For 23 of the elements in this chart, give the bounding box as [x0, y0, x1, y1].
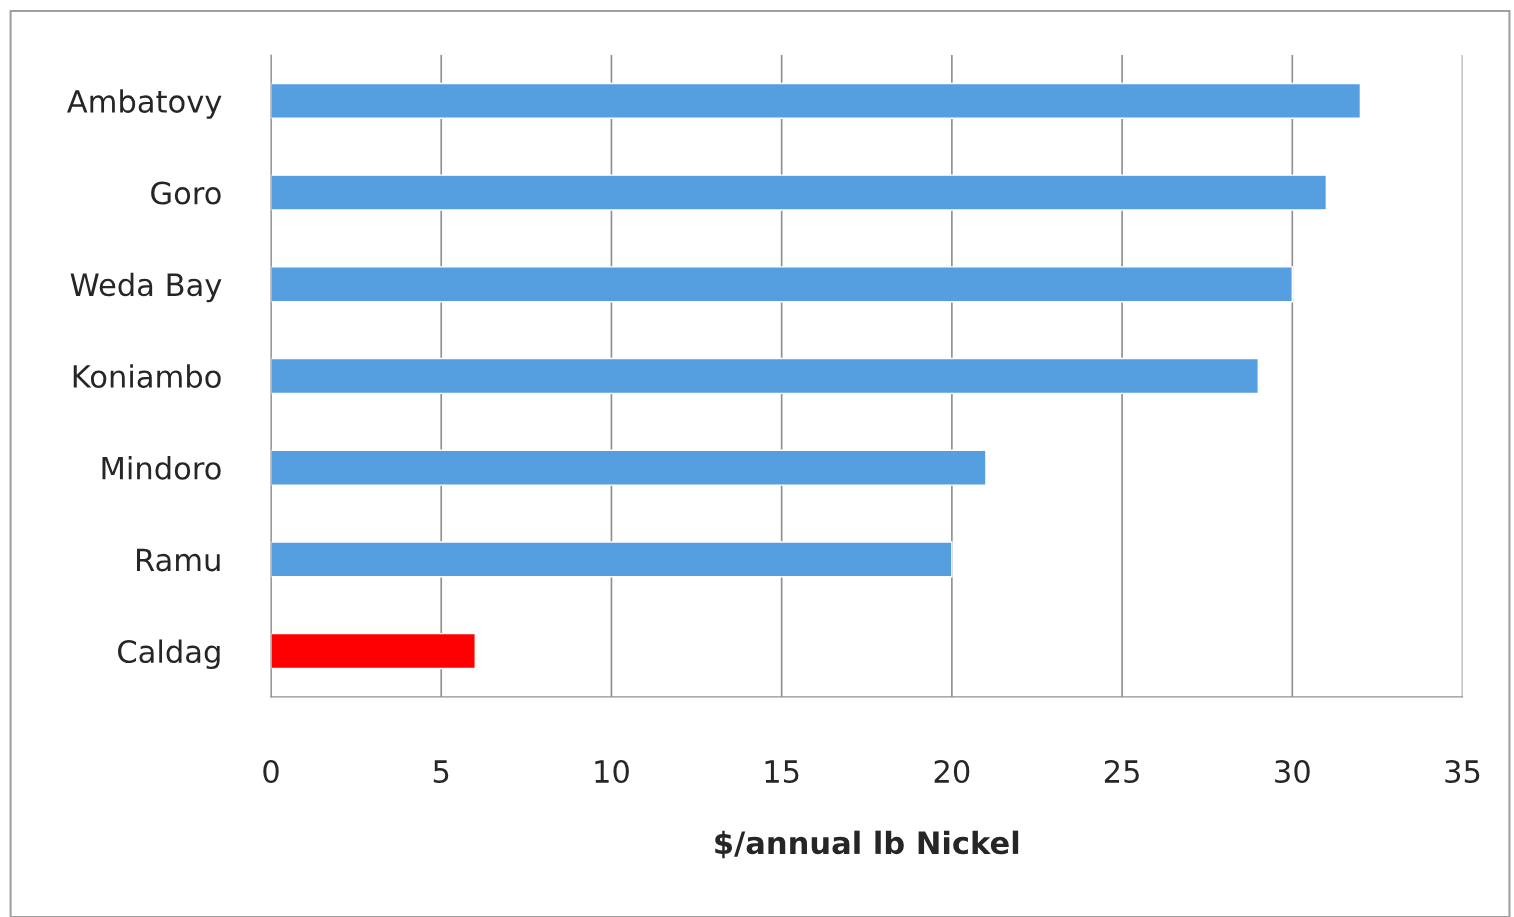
- x-tick-label: 15: [765, 760, 799, 784]
- x-tick-label: 0: [263, 759, 279, 784]
- y-tick-label: Weda Bay: [70, 272, 222, 303]
- y-tick-label: Mindoro: [102, 456, 221, 480]
- bar: [271, 174, 1328, 211]
- bar: [271, 266, 1294, 303]
- bar: [271, 632, 476, 670]
- bar: [271, 449, 987, 486]
- bar: [271, 82, 1362, 119]
- bar: [271, 357, 1259, 395]
- x-axis-title: $/annual lb Nickel: [715, 830, 1019, 859]
- y-tick-label: Caldag: [118, 639, 220, 670]
- bar: [271, 541, 953, 578]
- y-tick-label: Ambatovy: [67, 89, 222, 119]
- x-tick-label: 5: [433, 760, 449, 784]
- x-tick-label: 35: [1445, 759, 1480, 784]
- x-tick-label: 30: [1275, 759, 1310, 784]
- x-tick-label: 10: [595, 759, 629, 784]
- x-tick-label: 25: [1104, 759, 1139, 784]
- y-tick-label: Ramu: [137, 548, 220, 572]
- y-tick-label: Goro: [151, 181, 221, 205]
- x-tick-label: 20: [934, 759, 970, 784]
- y-tick-label: Koniambo: [73, 364, 221, 389]
